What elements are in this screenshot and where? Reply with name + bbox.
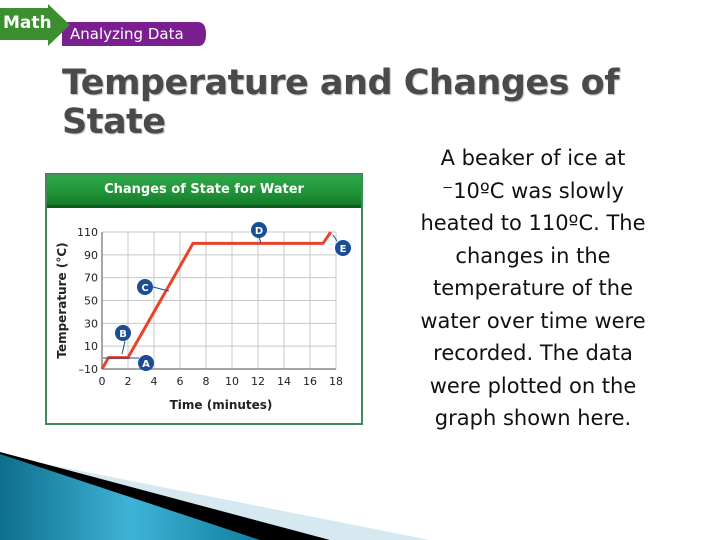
x-axis-label: Time (minutes): [170, 398, 273, 412]
description-line: were plotted on the: [429, 373, 637, 398]
x-tick-label: 14: [277, 375, 291, 388]
x-tick-label: 0: [99, 375, 106, 388]
section-label: Analyzing Data: [70, 25, 184, 43]
annotation-label: A: [142, 359, 150, 370]
annotation-leader-line: [258, 236, 262, 244]
x-tick-label: 4: [151, 375, 158, 388]
description-line: recorded. The data: [433, 341, 633, 365]
description-line: changes in the: [455, 243, 611, 268]
description-line: temperature of the: [432, 276, 634, 300]
line-chart: 0 2 4 6 8 10 12 14 16 18 –10 10 30 50 70 90 110 Time (min…: [55, 222, 351, 412]
x-tick-label: 6: [177, 375, 184, 388]
math-analyzing-data-badge: Math Analyzing Data: [0, 4, 210, 48]
annotation-leader-line: [121, 340, 126, 355]
annotation-label: E: [340, 244, 347, 255]
annotation-leader-line: [332, 234, 338, 242]
y-tick-label: 110: [77, 226, 98, 239]
annotation-label: C: [141, 283, 148, 294]
annotation-marker-d: [251, 222, 267, 238]
y-axis-label: Temperature (°C): [55, 242, 69, 358]
annotation-label: D: [255, 226, 263, 237]
description-paragraph: A beaker of ice at ⁻10ºC was slowly heat…: [378, 142, 688, 435]
description-line: A beaker of ice at: [440, 146, 626, 170]
annotation-marker-c: [137, 279, 153, 295]
annotation-leader-line: [152, 286, 170, 292]
x-tick-label: 2: [125, 375, 132, 388]
page-title: Temperature and Changes of State: [62, 64, 622, 142]
x-tick-label: 18: [329, 375, 343, 388]
description-line: ⁻10ºC was slowly: [442, 178, 624, 203]
annotation-marker-b: [115, 325, 131, 341]
description-line: graph shown here.: [434, 406, 632, 430]
chart-panel: Changes of State for Water 0 2 4 6 8 10 12 14 16…: [45, 173, 363, 425]
x-tick-label: 10: [225, 375, 239, 388]
y-tick-label: 90: [84, 249, 98, 262]
description-line: water over time were: [420, 308, 646, 333]
subject-label: Math: [3, 13, 52, 33]
chart-title: Changes of State for Water: [47, 175, 361, 208]
y-tick-label: 50: [84, 295, 98, 308]
title-line-1: Temperature and Changes of: [62, 63, 619, 103]
y-tick-label: 70: [84, 272, 98, 285]
y-tick-label: 30: [84, 317, 98, 330]
x-tick-label: 8: [203, 375, 210, 388]
temperature-line: [100, 231, 333, 370]
title-line-2: State: [62, 102, 166, 142]
y-tick-label: 10: [84, 340, 98, 353]
annotation-label: B: [119, 329, 127, 340]
y-tick-label: –10: [79, 363, 99, 376]
description-line: heated to 110ºC. The: [420, 211, 646, 235]
badge-shape-icon: [0, 4, 206, 46]
annotation-marker-a: [138, 355, 154, 371]
x-tick-label: 12: [251, 375, 265, 388]
x-tick-label: 16: [303, 375, 317, 388]
annotation-marker-e: [335, 240, 351, 256]
decorative-swoosh-icon: [0, 452, 430, 540]
